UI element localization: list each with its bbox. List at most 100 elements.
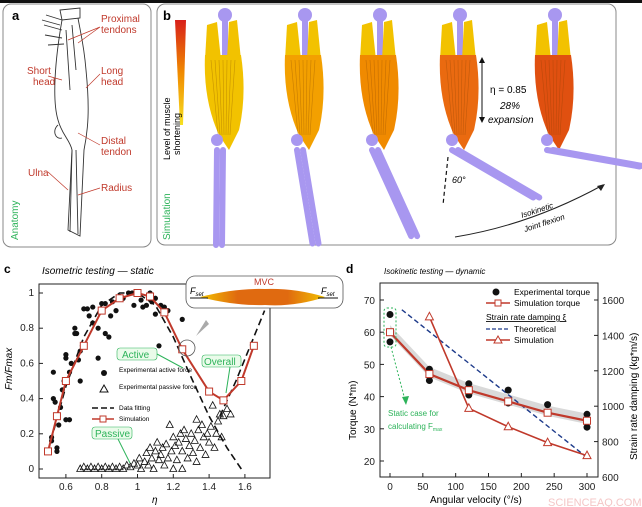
humerus-head (453, 8, 467, 22)
label-distal: Distal (101, 136, 126, 147)
passive-point (172, 455, 182, 464)
chart-d-title: Isokinetic testing — dynamic (384, 267, 485, 276)
muscle-belly (204, 55, 244, 150)
passive-point (153, 437, 162, 446)
y-right-tick-label: 1400 (602, 331, 625, 342)
muscle-fiber (544, 59, 551, 136)
active-point (179, 316, 185, 322)
callout-overall: Overall (204, 357, 236, 368)
chart-c-frame (38, 283, 271, 479)
passive-point (206, 421, 216, 430)
muscle-fiber (214, 59, 221, 136)
static-case-1: Static case for (388, 409, 439, 418)
muscle-fiber (464, 59, 471, 136)
passive-point (135, 453, 144, 462)
tendon (360, 22, 376, 60)
active-point (63, 355, 69, 361)
label-proximal: Proximal (101, 14, 140, 25)
panel-b: b Level of muscle shortening Simulation … (156, 3, 642, 248)
muscle-fiber (555, 59, 558, 136)
radius-bone (300, 147, 322, 247)
muscle-fiber (227, 59, 232, 136)
passive-point (161, 439, 171, 448)
x-tick-label: 1.4 (202, 482, 216, 493)
muscle-fiber (462, 59, 467, 136)
muscle-fiber (449, 59, 456, 136)
legend-passive: Experimental passive force (119, 384, 197, 391)
shortening-colorbar (175, 20, 186, 125)
y-tick-label: 0.2 (20, 429, 34, 440)
arm-anatomy-drawing (41, 7, 89, 237)
passive-point (195, 443, 205, 451)
tendon (462, 20, 476, 60)
active-point (50, 369, 56, 375)
chart-c-title: Isometric testing — static (42, 266, 154, 277)
elbow-joint (211, 134, 223, 146)
muscle-fiber (373, 59, 378, 136)
passive-point (174, 437, 183, 446)
ulna-bone (449, 147, 537, 201)
static-case-2: calculating Fmax (388, 422, 443, 433)
colorbar-label-2: shortening (172, 113, 182, 155)
simulation-point (237, 377, 246, 385)
muscle-fiber (457, 59, 460, 136)
radius-bone (550, 147, 642, 169)
passive-point (194, 425, 203, 434)
passive-point (187, 428, 196, 437)
radius-bone (375, 147, 421, 240)
muscle-fiber (302, 59, 305, 136)
active-point (90, 304, 96, 310)
tendon (307, 20, 321, 60)
humerus-head (298, 8, 312, 22)
passive-point (136, 464, 146, 472)
legend-active: Experimental active force (119, 367, 192, 374)
muscle-fiber (548, 59, 553, 136)
chart-c-xlabel: η (152, 495, 158, 506)
experimental-torque-point (386, 310, 394, 318)
active-point (152, 311, 158, 317)
chart-c-ylabel: Fm/Fmax (4, 347, 15, 390)
passive-point (149, 464, 158, 472)
legend-sim-torque: Simulation torque (514, 298, 580, 308)
simulation-tag: Simulation (162, 193, 173, 240)
elbow-joint (366, 134, 378, 146)
active-point (54, 448, 60, 454)
passive-point (212, 428, 221, 437)
humerus-head (373, 8, 387, 22)
muscle-fiber (222, 59, 225, 136)
passive-point (201, 450, 210, 458)
passive-point (83, 464, 92, 472)
y-tick-label: 0.6 (20, 358, 34, 369)
chart-d-legend: Experimental torque Simulation torque St… (486, 287, 590, 345)
x-tick-label: 0.6 (59, 482, 73, 493)
label-radius: Radius (101, 183, 132, 194)
panel-letter: a (12, 8, 20, 23)
passive-point (93, 462, 103, 471)
passive-point (169, 464, 178, 472)
label-short-head: head (33, 77, 55, 88)
x-tick-label: 1.6 (238, 482, 252, 493)
muscle-fiber (210, 59, 219, 136)
active-point (143, 302, 150, 308)
passive-point (213, 416, 223, 425)
muscle-belly (534, 55, 574, 150)
legend-group-title: Strain rate damping ξ (486, 312, 567, 322)
passive-point (147, 453, 156, 462)
passive-point (210, 443, 219, 451)
label-long: Long (101, 66, 123, 77)
muscle-fiber (382, 59, 387, 136)
panel-letter: b (163, 8, 171, 23)
angle-label: 60° (452, 175, 466, 185)
active-point (63, 417, 69, 423)
simulated-damping-point (542, 437, 553, 447)
y-tick-label: 50 (364, 360, 376, 371)
simulation-torque-line (389, 331, 588, 422)
panel-a: a Proximal tendons Short head Long head … (2, 3, 152, 248)
humerus-head (218, 8, 232, 22)
simulation-point (79, 341, 88, 350)
label-short: Short (27, 66, 51, 77)
passive-point (76, 464, 85, 472)
expansion-percent: 28% (499, 101, 520, 112)
active-point (77, 378, 83, 384)
label-distal-tendon: tendon (101, 147, 132, 158)
